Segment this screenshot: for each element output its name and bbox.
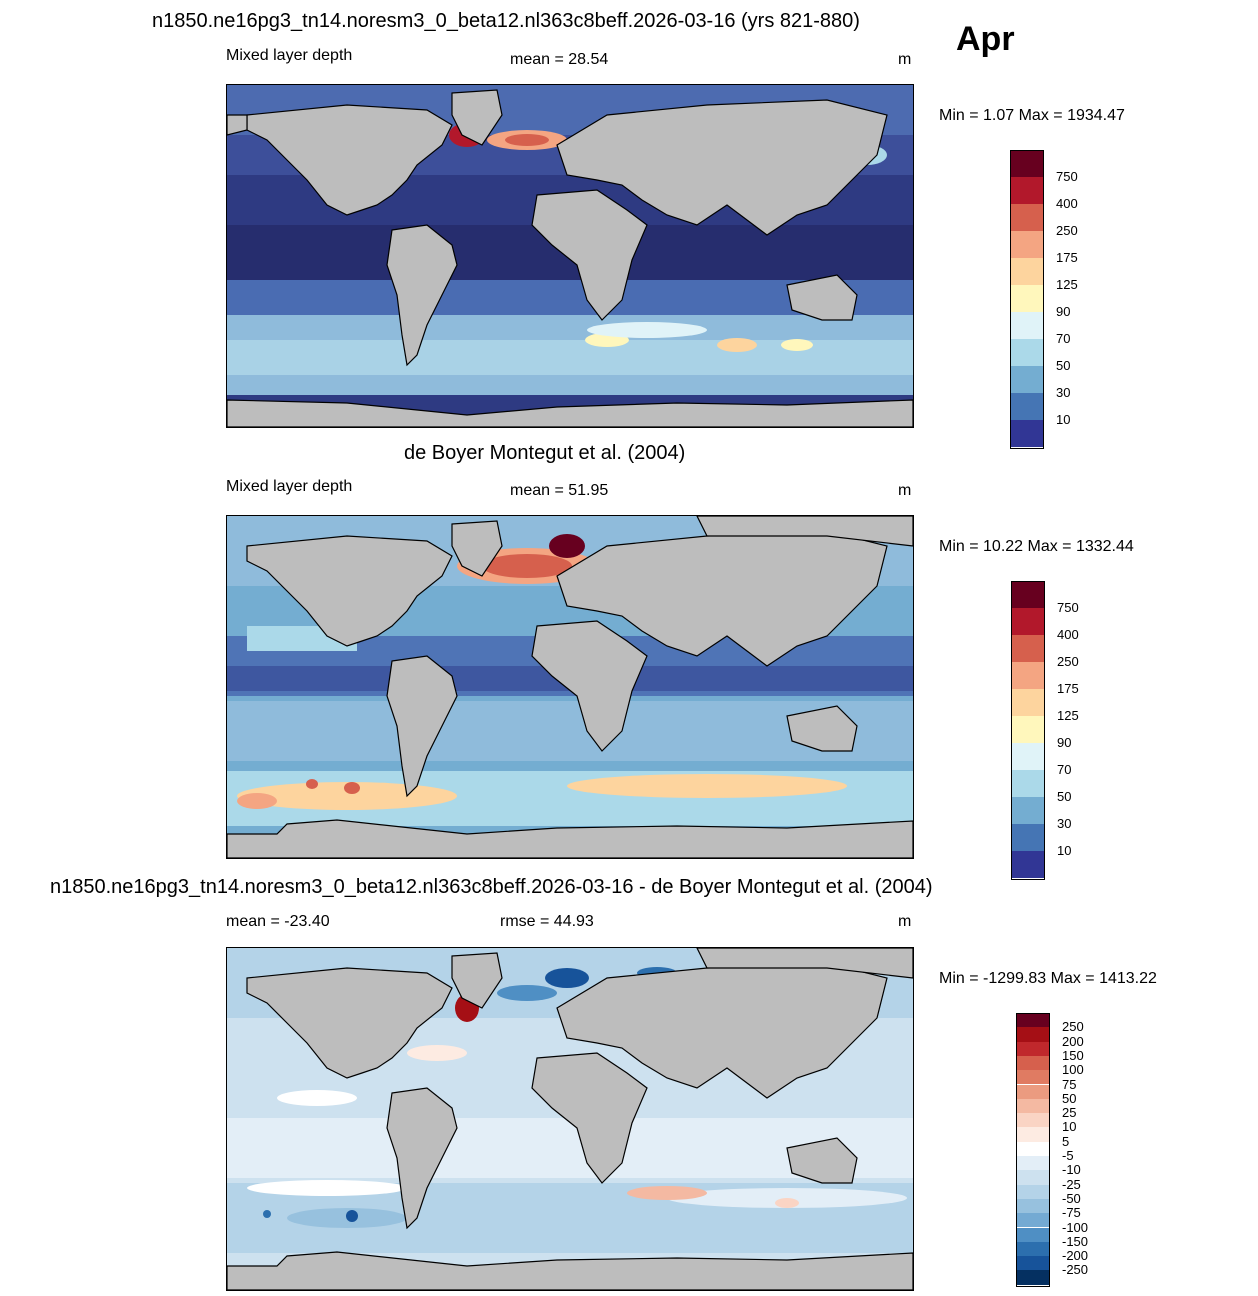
panel1-variable-label: Mixed layer depth xyxy=(226,47,353,64)
panel1-mean-label: mean = 28.54 xyxy=(510,51,609,68)
panel2-mean-label: mean = 51.95 xyxy=(510,482,609,499)
colorbar-tick-label: 400 xyxy=(1057,627,1079,642)
colorbar-tick-label: 50 xyxy=(1056,358,1071,373)
colorbar-tick-label: 50 xyxy=(1062,1090,1077,1106)
colorbar-tick-label: 750 xyxy=(1056,169,1078,184)
colorbar-swatch xyxy=(1010,150,1044,177)
colorbar-tick-label: -5 xyxy=(1062,1148,1074,1163)
panel3-minmax: Min = -1299.83 Max = 1413.22 xyxy=(939,970,1157,987)
panel2-variable-label: Mixed layer depth xyxy=(226,478,353,495)
colorbar-tick-label: -75 xyxy=(1062,1205,1081,1221)
colorbar-frame xyxy=(1016,1013,1050,1287)
colorbar-tick-label: 175 xyxy=(1057,681,1079,696)
colorbar-tick-label: 10 xyxy=(1057,843,1072,858)
colorbar-swatch xyxy=(1010,204,1044,231)
panel1-minmax: Min = 1.07 Max = 1934.47 xyxy=(939,107,1125,124)
colorbar-tick-label: 250 xyxy=(1056,223,1078,238)
colorbar-swatch xyxy=(1010,312,1044,339)
colorbar-tick-label: 90 xyxy=(1057,735,1072,750)
colorbar-tick-label: 400 xyxy=(1056,196,1078,211)
colorbar-tick-label: 125 xyxy=(1057,708,1079,723)
colorbar-tick-label: 70 xyxy=(1057,762,1072,777)
colorbar-tick-label: -150 xyxy=(1062,1233,1089,1249)
panel2-map xyxy=(226,515,914,859)
panel2-units-label: m xyxy=(898,482,912,499)
panel3-mean-label: mean = -23.40 xyxy=(226,913,330,930)
panel3-title: n1850.ne16pg3_tn14.noresm3_0_beta12.nl36… xyxy=(50,876,933,898)
run-title: n1850.ne16pg3_tn14.noresm3_0_beta12.nl36… xyxy=(152,10,860,32)
panel2-map-canvas xyxy=(227,516,913,858)
colorbar-tick-label: 250 xyxy=(1057,654,1079,669)
colorbar-tick-label: 100 xyxy=(1062,1062,1084,1078)
colorbar-tick-label: 5 xyxy=(1062,1133,1070,1149)
colorbar-frame xyxy=(1011,581,1045,880)
month-label: Apr xyxy=(956,20,1015,58)
colorbar-tick-label: -200 xyxy=(1062,1248,1089,1264)
colorbar-tick-label: -50 xyxy=(1062,1190,1081,1206)
panel2-title: de Boyer Montegut et al. (2004) xyxy=(404,442,686,464)
panel3-rmse-label: rmse = 44.93 xyxy=(500,913,594,930)
colorbar-tick-label: 125 xyxy=(1056,277,1078,292)
colorbar-swatch xyxy=(1010,420,1044,447)
panel1-units-label: m xyxy=(898,51,912,68)
panel3-map xyxy=(226,947,914,1291)
colorbar-tick-label: 10 xyxy=(1056,412,1071,427)
colorbar-tick-label: -25 xyxy=(1062,1176,1081,1192)
colorbar-frame xyxy=(1010,150,1044,449)
colorbar-tick-label: 70 xyxy=(1056,331,1071,346)
colorbar-tick-label: 10 xyxy=(1062,1119,1077,1135)
panel1-map xyxy=(226,84,914,428)
colorbar-tick-label: -250 xyxy=(1062,1262,1089,1278)
colorbar-tick-label: 200 xyxy=(1062,1033,1084,1049)
colorbar-tick-label: 150 xyxy=(1062,1047,1084,1063)
panel2-minmax: Min = 10.22 Max = 1332.44 xyxy=(939,538,1134,555)
colorbar-tick-label: 250 xyxy=(1062,1019,1084,1035)
colorbar-tick-label: 175 xyxy=(1056,250,1078,265)
colorbar-tick-label: -100 xyxy=(1062,1219,1089,1235)
colorbar-tick-label: 30 xyxy=(1056,385,1071,400)
colorbar-tick-label: 75 xyxy=(1062,1076,1077,1092)
panel3-map-canvas xyxy=(227,948,913,1290)
panel1-map-canvas xyxy=(227,85,913,427)
colorbar-tick-label: 90 xyxy=(1056,304,1071,319)
colorbar-tick-label: -10 xyxy=(1062,1162,1081,1178)
colorbar-swatch xyxy=(1011,851,1045,878)
colorbar-tick-label: 30 xyxy=(1057,816,1072,831)
colorbar-tick-label: 25 xyxy=(1062,1105,1077,1121)
panel3-units-label: m xyxy=(898,913,912,930)
colorbar-tick-label: 50 xyxy=(1057,789,1072,804)
colorbar-tick-label: 750 xyxy=(1057,600,1079,615)
